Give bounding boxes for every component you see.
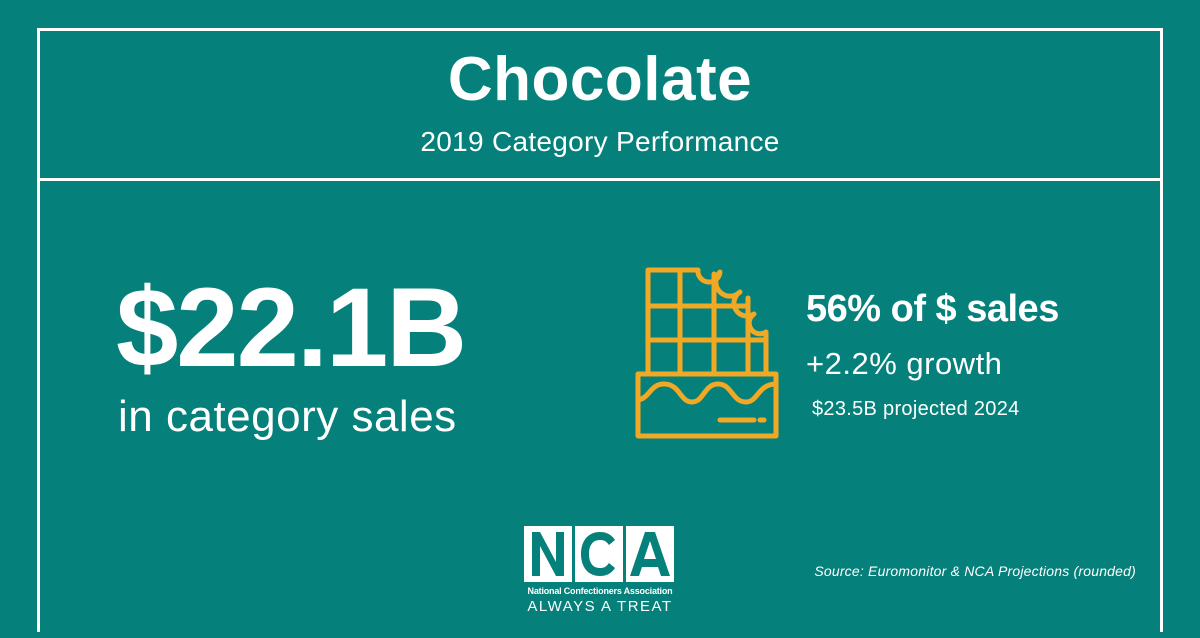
source-note: Source: Euromonitor & NCA Projections (r… (814, 563, 1136, 579)
growth-stat: +2.2% growth (806, 346, 1003, 381)
header-divider (37, 178, 1163, 181)
page-subtitle: 2019 Category Performance (420, 126, 780, 157)
outer-frame (37, 28, 1163, 632)
logo-organization-name: National Confectioners Association (527, 586, 673, 596)
projection-stat: $23.5B projected 2024 (812, 398, 1020, 420)
page-title: Chocolate (447, 45, 753, 114)
logo-tagline: ALWAYS A TREAT (527, 598, 673, 615)
chocolate-bar-icon (628, 262, 788, 444)
category-sales-caption: in category sales (118, 392, 457, 441)
sales-share-stat: 56% of $ sales (806, 288, 1059, 330)
nca-logo (524, 526, 674, 582)
category-sales-value: $22.1B (116, 265, 467, 390)
